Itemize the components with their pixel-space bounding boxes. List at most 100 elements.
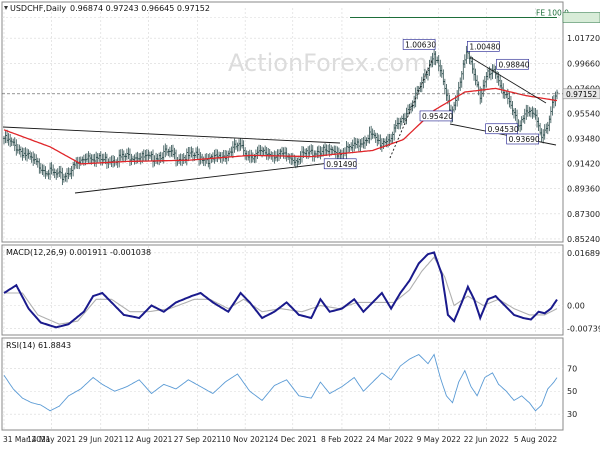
- grid-layer: [2, 8, 563, 430]
- price-bar: [322, 144, 325, 157]
- price-bar: [303, 148, 307, 157]
- price-bar: [202, 156, 205, 166]
- price-callout-text: 0.98840: [499, 60, 530, 69]
- price-bar: [463, 54, 467, 68]
- collapse-arrow-icon[interactable]: [4, 6, 8, 10]
- price-bar: [13, 137, 16, 152]
- price-bar: [299, 151, 302, 165]
- price-bar: [535, 109, 539, 128]
- price-bar: [116, 157, 119, 168]
- x-tick-label: 22 Jun 2022: [464, 435, 509, 444]
- macd-signal-line: [4, 256, 558, 325]
- price-bar: [257, 144, 261, 155]
- price-bar: [184, 154, 187, 164]
- price-bar: [360, 138, 364, 148]
- price-bar: [472, 63, 476, 81]
- price-bar: [357, 138, 361, 152]
- price-y-tick-label: 0.89360: [567, 185, 600, 194]
- price-bar: [51, 164, 55, 176]
- macd-y-tick-label: 0.016893: [567, 249, 600, 258]
- x-tick-label: 9 May 2022: [417, 435, 461, 444]
- price-bar: [400, 115, 404, 126]
- price-bar: [334, 145, 337, 159]
- price-bar: [439, 59, 442, 77]
- price-bar: [105, 153, 109, 169]
- price-bar: [168, 146, 172, 158]
- price-bar: [96, 153, 99, 163]
- price-callout-text: 0.94530: [488, 125, 519, 134]
- price-callout: 0.91490: [323, 158, 357, 170]
- macd-panel-frame: [1, 244, 564, 336]
- price-bar: [348, 144, 351, 153]
- price-bar: [59, 165, 63, 179]
- rsi-panel-frame: [1, 337, 564, 431]
- price-bar: [64, 172, 67, 182]
- price-bar: [125, 148, 129, 160]
- price-bar: [93, 153, 96, 167]
- price-bar: [8, 133, 12, 148]
- price-bar: [87, 151, 90, 164]
- price-bar: [230, 146, 233, 157]
- price-bar: [111, 154, 115, 168]
- price-bar: [475, 75, 479, 88]
- price-bar: [228, 148, 232, 158]
- last-price-label: 0.97152: [566, 90, 597, 99]
- x-tick-label: 24 Dec 2021: [269, 435, 317, 444]
- price-bar: [213, 149, 216, 164]
- price-bar: [486, 68, 490, 81]
- price-bar: [319, 146, 322, 160]
- price-bar: [199, 152, 202, 165]
- price-bar: [277, 149, 281, 162]
- price-bar: [549, 106, 553, 124]
- x-tick-label: 29 Jun 2021: [78, 435, 123, 444]
- price-bar: [325, 144, 328, 156]
- price-bar: [151, 149, 155, 168]
- price-y-tick-label: 0.91420: [567, 160, 600, 169]
- price-callout: 0.93690: [506, 133, 540, 145]
- price-bar: [197, 148, 201, 166]
- trendlines: [2, 56, 557, 194]
- price-bar: [263, 145, 267, 156]
- price-bar: [98, 153, 101, 162]
- price-bar: [16, 144, 20, 154]
- price-bar: [296, 157, 299, 168]
- price-bar: [204, 153, 207, 167]
- price-callout: 0.95420: [419, 110, 453, 122]
- price-bar: [416, 85, 419, 100]
- price-bar: [552, 94, 556, 109]
- price-y-tick-label: 0.85240: [567, 235, 600, 244]
- price-bar: [173, 147, 176, 160]
- price-bar: [185, 148, 188, 166]
- price-bar: [514, 108, 517, 121]
- price-bar: [288, 153, 291, 164]
- price-bars: [2, 45, 559, 186]
- rsi-y-tick-label: 50: [567, 387, 577, 396]
- price-callout: 0.94530: [485, 123, 519, 135]
- price-bar: [237, 139, 241, 152]
- price-bar: [376, 132, 379, 147]
- price-callout: 1.00480: [467, 41, 501, 52]
- price-bar: [157, 152, 161, 166]
- price-bar: [459, 77, 462, 91]
- price-bar: [391, 131, 394, 144]
- price-bar: [353, 137, 356, 152]
- y-axis-labels: 1.034201.017200.996600.976000.955400.934…: [567, 13, 600, 419]
- price-bar: [240, 139, 244, 149]
- price-bar: [445, 83, 448, 101]
- price-bar: [167, 148, 170, 157]
- price-bar: [522, 115, 525, 123]
- price-bar: [265, 146, 268, 160]
- price-bar: [139, 152, 142, 165]
- price-bar: [525, 104, 528, 120]
- price-bar: [182, 153, 185, 164]
- price-bar: [239, 138, 242, 151]
- price-bar: [291, 153, 294, 165]
- macd-y-tick-label: 0.00: [567, 301, 585, 310]
- price-bar: [211, 152, 215, 163]
- price-bar: [234, 139, 238, 150]
- trendline-upper-long: [2, 126, 341, 144]
- price-bar: [251, 152, 255, 163]
- price-bar: [543, 124, 546, 140]
- price-bar: [371, 128, 374, 139]
- trendline-lower-long: [74, 159, 356, 194]
